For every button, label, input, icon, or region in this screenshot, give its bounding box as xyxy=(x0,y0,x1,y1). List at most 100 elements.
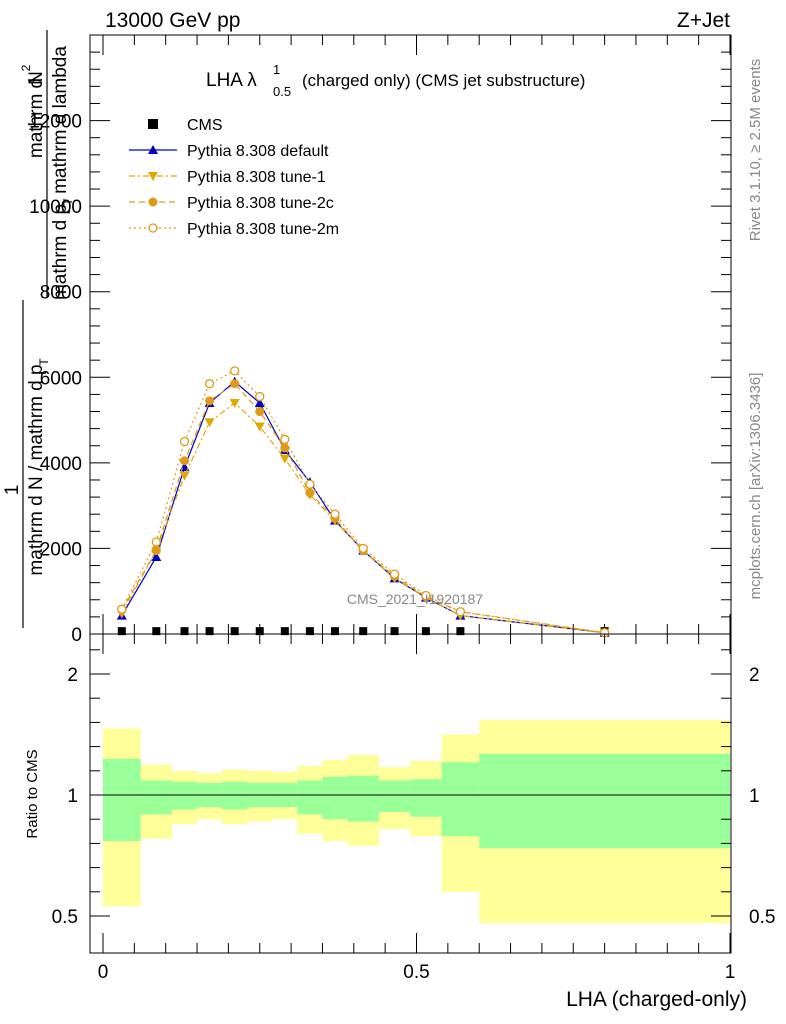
series-line xyxy=(121,380,605,634)
data-point xyxy=(280,627,289,636)
legend: CMS Pythia 8.308 default Pythia 8.308 tune… xyxy=(129,117,339,238)
ratio-plot-frame xyxy=(89,633,732,954)
data-point xyxy=(255,627,264,636)
data-point xyxy=(330,509,340,519)
legend-marker xyxy=(148,119,158,129)
energy-label: 13000 GeV pp xyxy=(105,9,240,32)
data-point xyxy=(152,627,161,636)
data-point xyxy=(179,471,190,481)
data-point xyxy=(390,627,399,636)
ratio-y-tick-label-right: 0.5 xyxy=(749,907,775,928)
data-point xyxy=(359,627,368,636)
data-point xyxy=(204,418,215,428)
data-point xyxy=(255,391,265,402)
main-y-tick-label: 2000 xyxy=(40,539,82,560)
legend-marker xyxy=(148,197,158,207)
ylabel-denominator-dp: mathrm d p xyxy=(50,204,71,300)
ratio-axis-ticks xyxy=(90,634,731,953)
ratio-band-bin xyxy=(441,762,480,837)
process-label: Z+Jet xyxy=(677,9,730,32)
ylabel-numerator-d: mathrm d xyxy=(26,78,47,158)
data-point xyxy=(151,551,162,561)
ratio-y-label: Ratio to CMS xyxy=(24,749,41,838)
ratio-band-bin xyxy=(347,775,379,822)
plot-title-subscript: 0.5 xyxy=(273,84,291,99)
data-point xyxy=(205,396,215,406)
main-axis-ticks xyxy=(90,35,731,635)
data-point xyxy=(180,627,189,636)
data-point xyxy=(179,436,190,447)
legend-label: Pythia 8.308 tune-2m xyxy=(187,221,339,238)
series-line xyxy=(121,370,605,634)
plot-title: LHA λ 1 0.5 (charged only) (CMS jet subs… xyxy=(206,62,585,99)
main-y-tick-labels: 0 2000 4000 6000 8000 10000 12000 xyxy=(29,112,82,646)
data-point xyxy=(205,627,214,636)
main-y-tick-label: 0 xyxy=(71,625,82,646)
mcplots-label: mcplots.cern.ch [arXiv:1306.3436] xyxy=(747,373,764,600)
ratio-band-bin xyxy=(297,780,323,815)
data-point xyxy=(305,479,315,489)
ratio-band-bin xyxy=(171,781,198,810)
legend-marker xyxy=(148,145,158,154)
data-point xyxy=(230,379,240,389)
main-y-tick-label: 4000 xyxy=(40,454,82,475)
main-series-layer xyxy=(116,366,610,638)
ratio-plot-panel: 0.5 0.5 1 1 2 2 0 0.5 1 Ratio to CMS LHA (charge… xyxy=(24,633,776,1011)
ylabel-outer-one: 1 xyxy=(2,485,23,496)
ratio-band-bin xyxy=(103,758,141,841)
data-point xyxy=(358,543,368,554)
data-point xyxy=(254,397,265,407)
ratio-y-tick-label: 0.5 xyxy=(52,907,78,928)
analysis-watermark: CMS_2021_I1920187 xyxy=(347,591,483,607)
data-point xyxy=(151,546,161,556)
x-tick-label: 0 xyxy=(98,962,109,983)
series-line xyxy=(121,402,605,634)
ylabel-numerator-sup: 2 xyxy=(19,64,33,71)
ratio-y-tick-label: 1 xyxy=(67,786,78,807)
data-point xyxy=(330,627,339,636)
x-tick-label: 1 xyxy=(725,962,736,983)
ylabel-denominator-sub: T xyxy=(61,198,75,206)
data-point xyxy=(117,627,126,636)
ylabel-outer-denominator-sub: T xyxy=(37,358,51,366)
legend-item: Pythia 8.308 tune-2m xyxy=(129,221,339,238)
data-point xyxy=(204,379,215,389)
rivet-version-label: Rivet 3.1.10, ≥ 2.5M events xyxy=(747,59,764,242)
legend-item: CMS xyxy=(148,117,223,134)
data-point xyxy=(305,488,315,498)
series-pythia-8-308-tune-2m xyxy=(117,366,610,638)
ratio-tick-labels: 0.5 0.5 1 1 2 2 0 0.5 1 xyxy=(52,665,776,983)
legend-label: Pythia 8.308 tune-1 xyxy=(187,169,326,186)
ratio-bands-layer xyxy=(90,719,731,924)
data-point xyxy=(117,604,127,614)
data-point xyxy=(279,454,290,464)
data-point xyxy=(455,607,466,617)
plot-title-superscript: 1 xyxy=(273,62,280,77)
data-point xyxy=(229,398,240,408)
ratio-band-bin xyxy=(378,780,411,812)
legend-item: Pythia 8.308 tune-2c xyxy=(129,195,334,212)
x-axis-label: LHA (charged-only) xyxy=(566,988,747,1011)
data-point xyxy=(280,443,290,453)
ylabel-denominator-dlambda: mathrm d lambda xyxy=(50,46,71,194)
ylabel-numerator-N: N xyxy=(26,71,47,85)
data-point xyxy=(255,407,265,417)
data-point xyxy=(305,627,314,636)
ratio-y-tick-label: 2 xyxy=(67,665,78,686)
main-y-tick-label: 8000 xyxy=(40,283,82,304)
ratio-band-bin xyxy=(322,776,348,820)
ylabel-outer-denominator: mathrm d N / mathrm d p xyxy=(26,364,47,575)
main-y-label: mathrm d N 2 mathrm d p T mathrm d lambd… xyxy=(2,30,75,628)
legend-item: Pythia 8.308 default xyxy=(129,143,329,160)
ratio-band-green xyxy=(103,753,730,849)
data-point xyxy=(254,422,265,432)
data-point xyxy=(230,366,240,376)
main-y-tick-label: 6000 xyxy=(40,368,82,389)
plot-title-main: LHA λ xyxy=(206,70,257,91)
data-point xyxy=(389,569,400,579)
main-y-tick-label: 12000 xyxy=(29,112,82,133)
ratio-band-bin xyxy=(479,753,730,849)
data-point xyxy=(280,434,290,444)
legend-marker xyxy=(148,172,158,181)
